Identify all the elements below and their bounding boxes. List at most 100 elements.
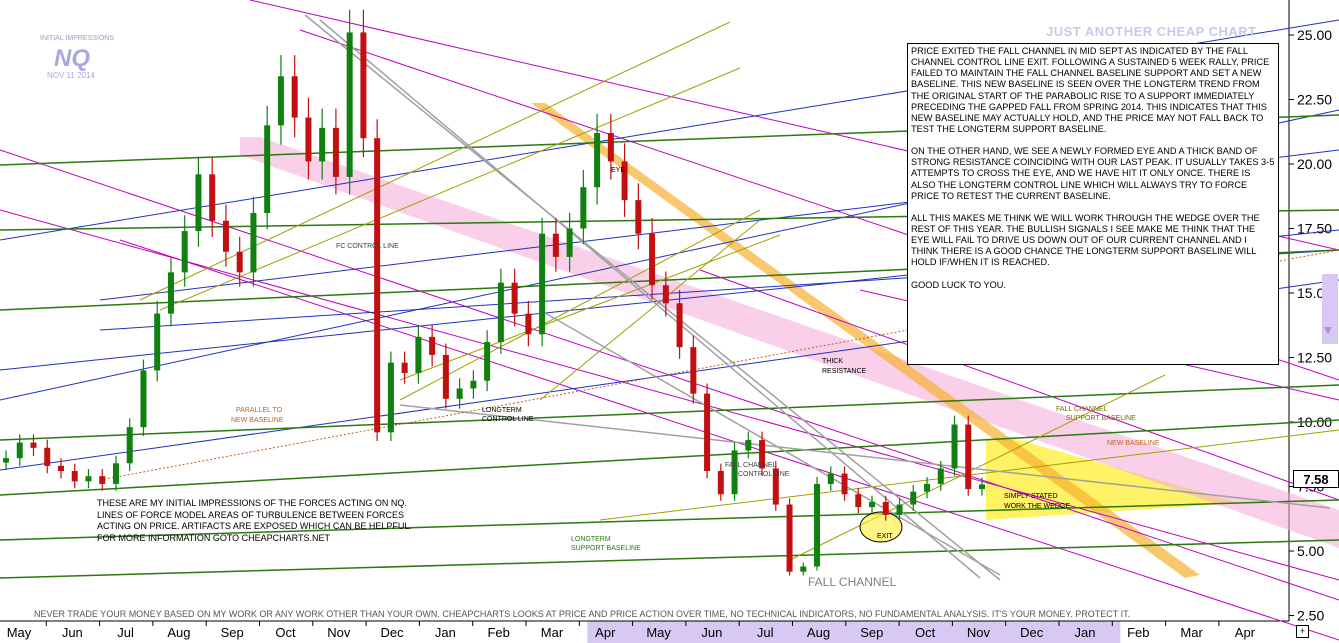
control-line [399, 404, 1331, 509]
x-tick-label: Mar [541, 625, 564, 640]
x-tick-label: Sep [860, 625, 883, 640]
candle-body [937, 468, 944, 484]
candle-body [635, 200, 642, 234]
candle-body [882, 501, 889, 515]
x-tick-label: Jun [701, 625, 722, 640]
longterm-support-baseline-label-2: SUPPORT BASELINE [571, 545, 641, 552]
y-tick-label: 17.50 [1297, 221, 1332, 237]
channel-line [119, 239, 1339, 641]
fall-channel-label: FALL CHANNEL [808, 575, 897, 589]
candle-body [374, 138, 381, 433]
y-tick-label: 22.50 [1297, 92, 1332, 108]
candle-body [497, 282, 504, 343]
candle-body [71, 471, 78, 482]
candle-body [195, 174, 202, 232]
candle-body [704, 393, 711, 472]
candle-body [99, 476, 106, 484]
control-line [319, 19, 981, 579]
exit-label: EXIT [877, 533, 893, 540]
support-line [0, 384, 1339, 441]
longterm-control-line-label-1: LONGTERM [482, 407, 522, 414]
thick-resistance-label-2: RESISTANCE [822, 368, 867, 375]
x-tick-label: Aug [167, 625, 190, 640]
candle-body [786, 504, 793, 572]
y-tick-label: 25.00 [1297, 27, 1332, 43]
control-line [539, 309, 1001, 576]
x-tick-label: Feb [487, 625, 509, 640]
candle-body [167, 272, 174, 314]
x-tick-label: May [646, 625, 671, 640]
candle-body [442, 354, 449, 399]
candle-body [415, 336, 422, 373]
candle-body [264, 125, 271, 214]
support-line [0, 539, 1339, 579]
candle-body [401, 362, 408, 373]
candle-body [511, 282, 518, 314]
candle-body [745, 440, 752, 451]
impressions-note: THESE ARE MY INITIAL IMPRESSIONS OF THE … [97, 498, 412, 544]
candle-body [250, 213, 257, 273]
candle-body [717, 471, 724, 495]
y-tick-label: 5.00 [1297, 543, 1324, 559]
x-tick-label: Oct [275, 625, 296, 640]
candle-body [154, 313, 161, 371]
x-tick-label: Jul [757, 625, 774, 640]
x-tick-label: Jul [117, 625, 134, 640]
scroll-down-arrow-icon[interactable]: ▼ [1322, 323, 1334, 337]
candle-body [346, 32, 353, 177]
x-tick-label: Jan [1075, 625, 1096, 640]
candle-body [236, 251, 243, 273]
channel-line [0, 209, 1339, 581]
helper-line [159, 67, 741, 311]
x-tick-label: Nov [967, 625, 991, 640]
candle-body [16, 442, 23, 459]
candle-body [552, 233, 559, 257]
fall-channel-control-line-label-1: FALL CHANNEL [725, 462, 777, 469]
candle-body [222, 220, 229, 252]
candle-body [484, 342, 491, 381]
eye-label: EYE [611, 167, 626, 174]
wedge-label-2: WORK THE WEDGE [1004, 503, 1070, 510]
resistance-band [240, 137, 1339, 548]
candle-body [621, 161, 628, 201]
parallel-baseline-label-1: PARALLEL TO [236, 407, 283, 414]
candle-body [181, 231, 188, 273]
candle-body [772, 468, 779, 505]
candles [3, 9, 985, 576]
eye-band [531, 103, 1200, 578]
price-scroll-thumb[interactable] [1322, 274, 1338, 344]
x-tick-label: Oct [915, 625, 936, 640]
candle-body [965, 424, 972, 490]
helper-line [539, 219, 761, 401]
month-highlight-band [587, 621, 1121, 643]
candle-body [869, 501, 876, 508]
support-line [0, 419, 1339, 496]
candle-body [470, 380, 477, 389]
candle-body [841, 473, 848, 495]
x-tick-label: May [7, 625, 32, 640]
candle-body [277, 76, 284, 126]
y-tick-label: 2.50 [1297, 608, 1324, 624]
candle-body [429, 336, 436, 355]
candle-body [126, 427, 133, 464]
candle-body [525, 313, 532, 335]
candle-body [979, 484, 985, 490]
x-tick-label: Aug [807, 625, 830, 640]
x-tick-label: Sep [221, 625, 244, 640]
fall-channel-control-line-label-2: CONTROL LINE [738, 471, 790, 478]
x-tick-label: Jun [62, 625, 83, 640]
x-tick-label: Dec [381, 625, 405, 640]
helper-line [399, 209, 761, 401]
commentary-box: PRICE EXITED THE FALL CHANNEL IN MID SEP… [907, 43, 1279, 365]
parallel-baseline-label-2: NEW BASELINE [231, 417, 284, 424]
candle-body [360, 32, 367, 139]
longterm-control-line-label-2: CONTROL LINE [482, 416, 534, 423]
channel-line [699, 269, 1339, 501]
zoom-button[interactable]: + [1296, 625, 1309, 638]
longterm-support-baseline-label-1: LONGTERM [571, 536, 611, 543]
candle-body [57, 465, 64, 472]
candle-body [387, 362, 394, 433]
logo-symbol: NQ [54, 45, 90, 72]
x-tick-label: Mar [1180, 625, 1203, 640]
